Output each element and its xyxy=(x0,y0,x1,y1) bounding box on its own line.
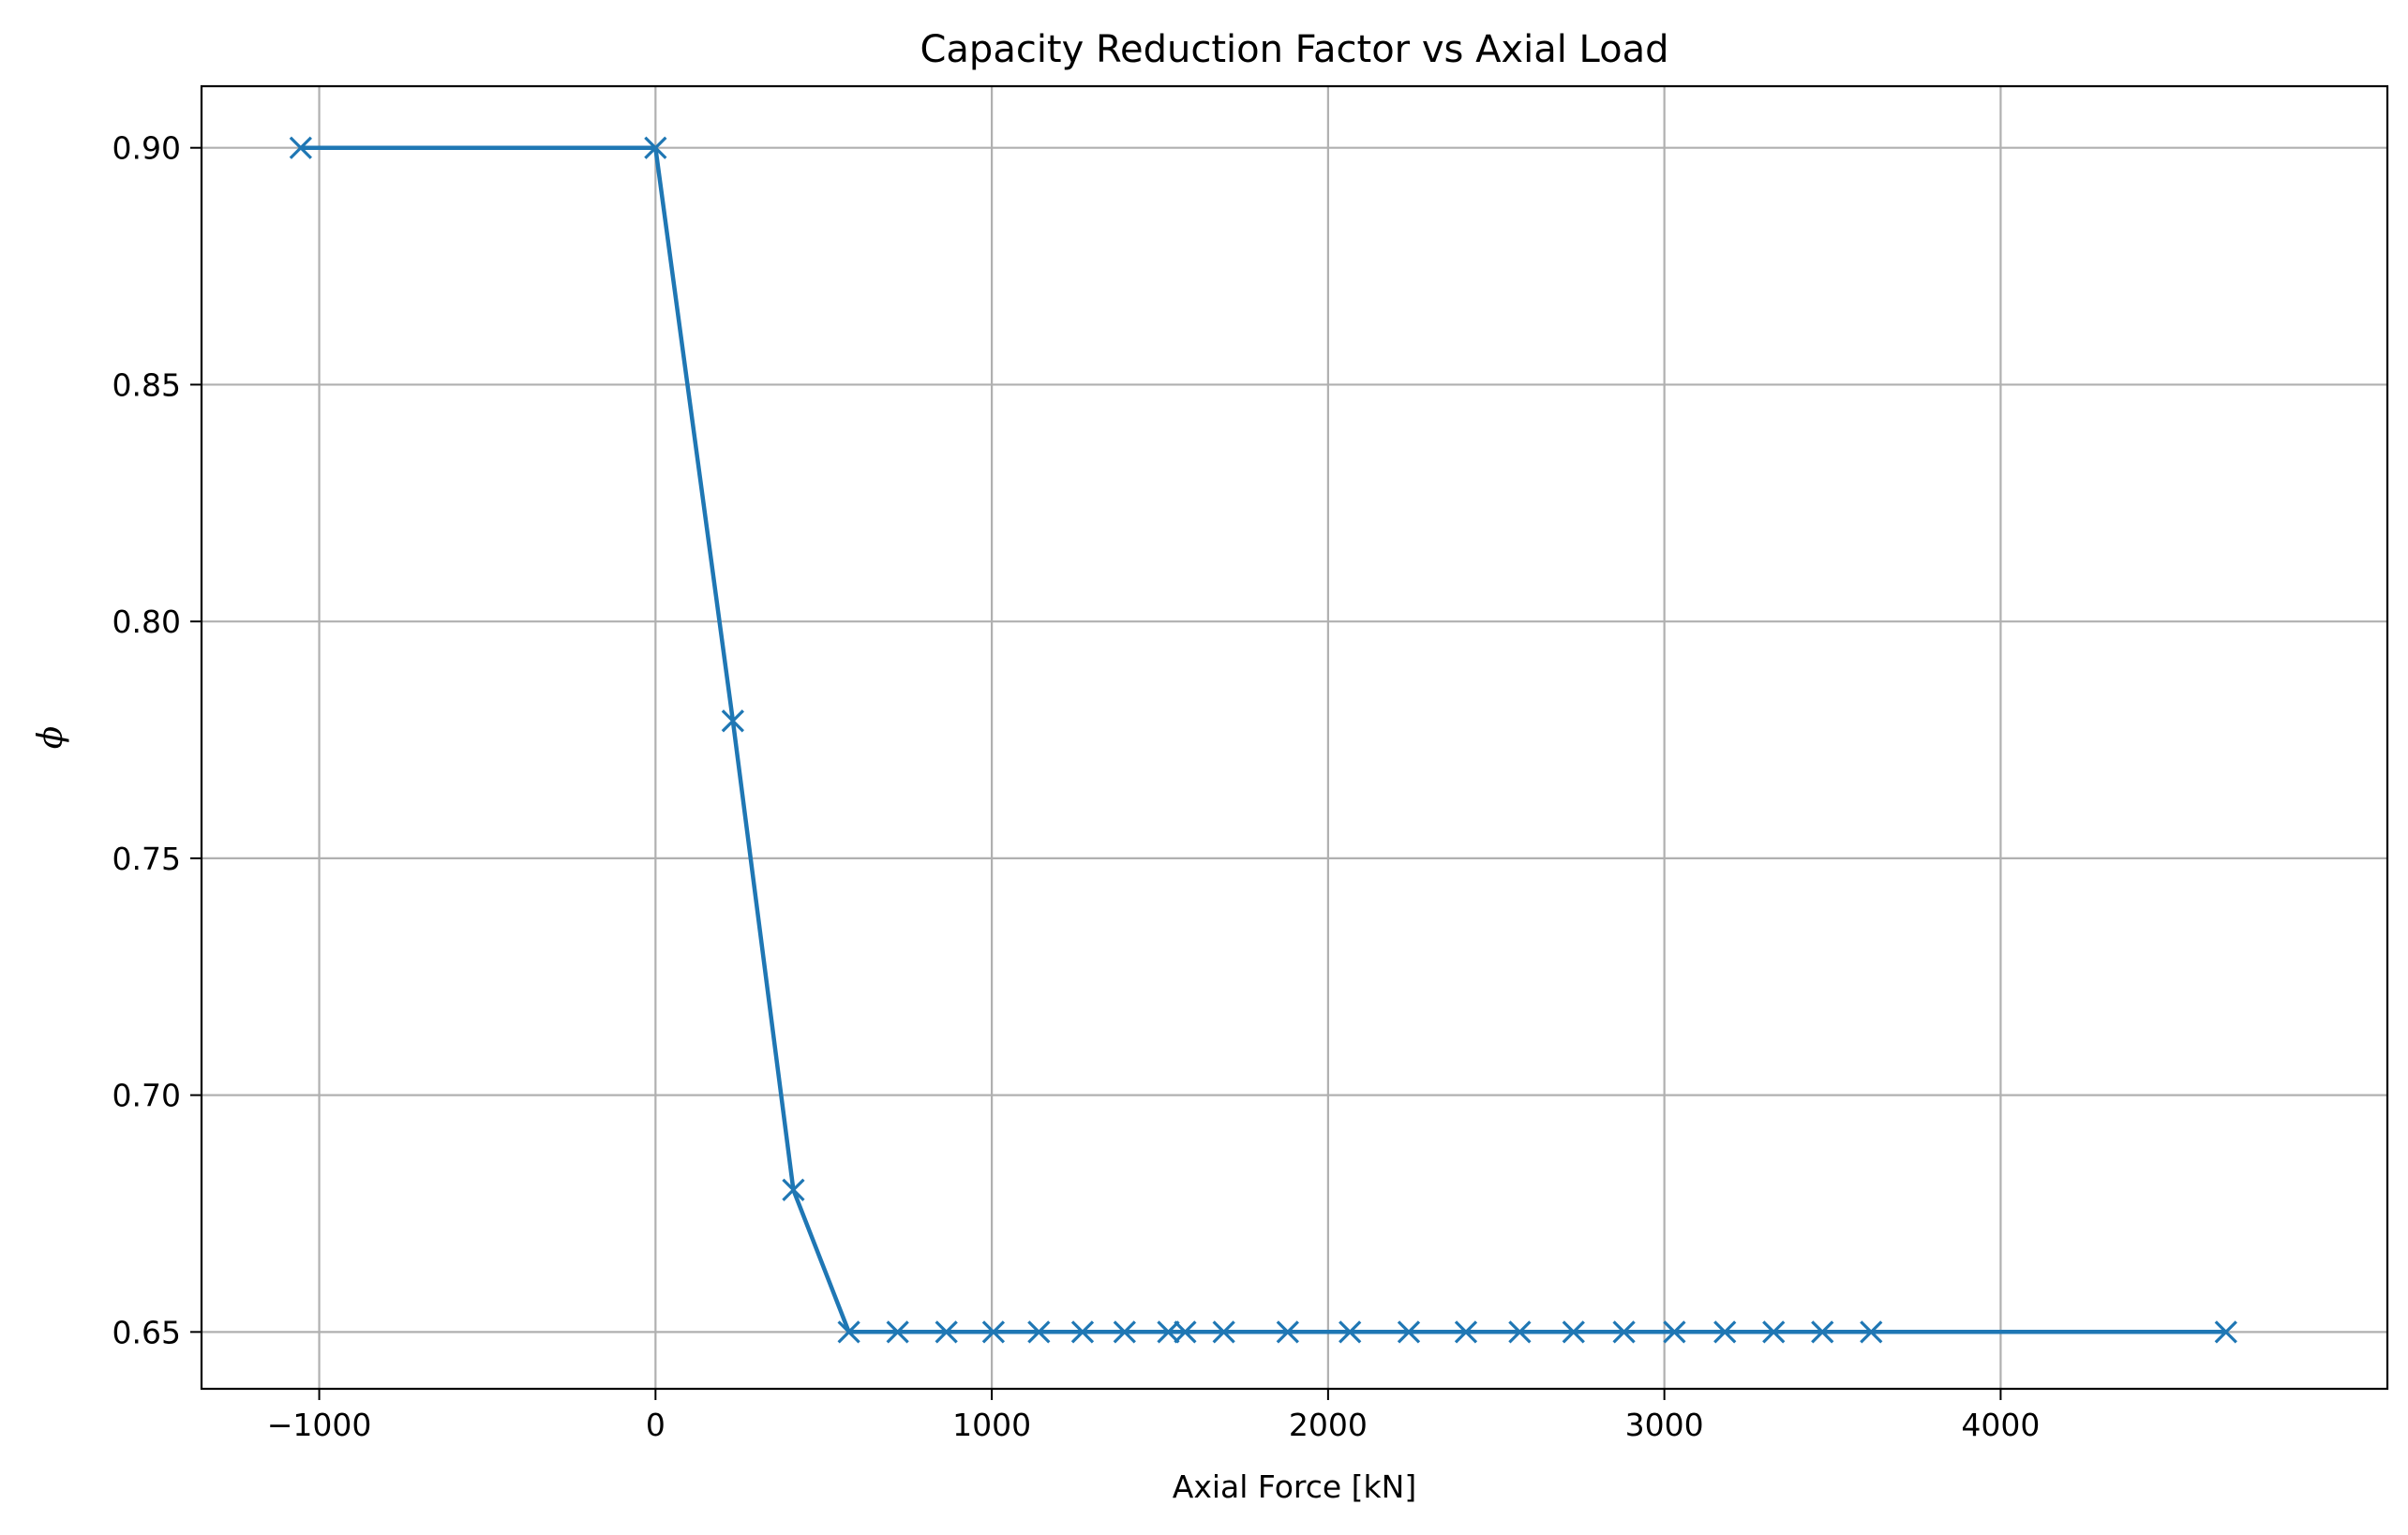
data-point-marker xyxy=(1027,1320,1051,1344)
x-tick-label: −1000 xyxy=(267,1407,372,1443)
chart-title: Capacity Reduction Factor vs Axial Load xyxy=(920,28,1668,71)
y-tick-label: 0.90 xyxy=(112,130,181,167)
data-point-marker xyxy=(1454,1320,1478,1344)
data-point-marker xyxy=(1508,1320,1532,1344)
data-point-marker xyxy=(981,1320,1006,1344)
data-point-marker xyxy=(1612,1320,1636,1344)
x-tick-label: 2000 xyxy=(1289,1407,1368,1443)
x-tick-label: 1000 xyxy=(952,1407,1031,1443)
data-point-marker xyxy=(1157,1320,1180,1344)
x-tick-label: 0 xyxy=(646,1407,666,1443)
data-point-marker xyxy=(1860,1320,1883,1344)
data-point-marker xyxy=(886,1320,909,1344)
data-point-marker xyxy=(1276,1320,1299,1344)
data-point-marker xyxy=(1811,1320,1834,1344)
y-tick-label: 0.80 xyxy=(112,604,181,640)
data-point-marker xyxy=(1562,1320,1585,1344)
y-tick-label: 0.65 xyxy=(112,1314,181,1350)
x-tick-label: 4000 xyxy=(1961,1407,2040,1443)
data-point-marker xyxy=(1212,1320,1235,1344)
data-point-marker xyxy=(1070,1320,1095,1344)
data-point-marker xyxy=(2214,1320,2237,1344)
data-point-marker xyxy=(782,1178,805,1201)
data-point-marker xyxy=(837,1320,860,1344)
data-point-marker xyxy=(644,136,667,159)
data-point-marker xyxy=(1663,1320,1686,1344)
data-point-marker xyxy=(1713,1320,1737,1344)
x-axis-ticks: −1000 0 1000 2000 3000 4000 xyxy=(267,1389,2040,1443)
data-point-marker xyxy=(1762,1320,1786,1344)
data-point-marker xyxy=(1397,1320,1421,1344)
data-point-marker xyxy=(289,136,312,159)
data-point-marker xyxy=(1339,1320,1362,1344)
data-point-marker xyxy=(721,709,744,733)
x-axis-label: Axial Force [kN] xyxy=(1173,1468,1416,1505)
y-tick-label: 0.75 xyxy=(112,841,181,877)
data-point-marker xyxy=(935,1320,958,1344)
y-axis-ticks: 0.65 0.70 0.75 0.80 0.85 0.90 xyxy=(112,130,202,1350)
x-tick-label: 3000 xyxy=(1625,1407,1704,1443)
y-tick-label: 0.70 xyxy=(112,1078,181,1114)
y-axis-label: ϕ xyxy=(32,726,70,750)
data-point-marker xyxy=(1113,1320,1136,1344)
y-tick-label: 0.85 xyxy=(112,366,181,403)
plot-frame xyxy=(200,84,2389,1391)
data-series xyxy=(289,136,2237,1344)
data-point-marker xyxy=(1174,1320,1197,1344)
